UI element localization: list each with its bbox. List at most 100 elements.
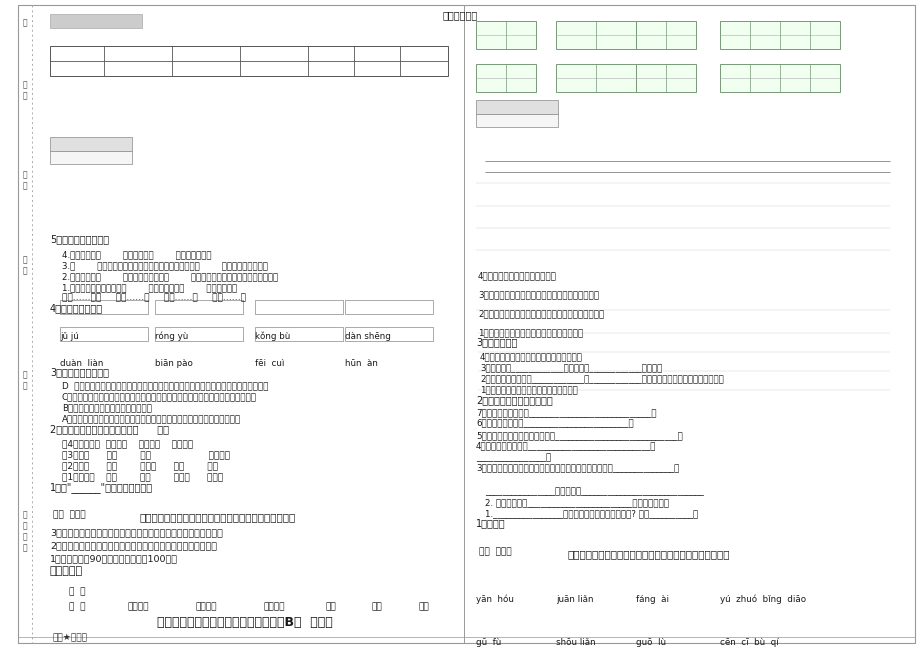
Text: 1.这位少年名叫大卫。他（        ）聪明机智，（        ）正直勇敢。: 1.这位少年名叫大卫。他（ ）聪明机智，（ ）正直勇敢。 xyxy=(62,283,237,292)
Text: shōu liǎn: shōu liǎn xyxy=(555,638,595,647)
Text: 7、粉骨碎身全不怕，____________________________。: 7、粉骨碎身全不怕，____________________________。 xyxy=(475,408,656,417)
Text: 不仅……而且     即使……也     虽然……但     要是……就: 不仅……而且 即使……也 虽然……但 要是……就 xyxy=(62,293,245,302)
Text: 2、请首先按要求在试卷的指定位置填写您的姓名、班级、学号。: 2、请首先按要求在试卷的指定位置填写您的姓名、班级、学号。 xyxy=(50,541,217,550)
Text: 3、读拼音，写词语。: 3、读拼音，写词语。 xyxy=(50,367,108,377)
Text: 赣南版六年级语文上学期能力测试试题B卷  附解析: 赣南版六年级语文上学期能力测试试题B卷 附解析 xyxy=(157,616,333,629)
Text: （3）虚伪      夺耀        勾当                    当机立断: （3）虚伪 夺耀 勾当 当机立断 xyxy=(62,450,230,459)
Text: 2.扫罗王说谁（        ）打败了歌利亚，（        ）免除他家的赋税，还要把公主嫁给他: 2.扫罗王说谁（ ）打败了歌利亚，（ ）免除他家的赋税，还要把公主嫁给他 xyxy=(62,272,278,281)
Text: （4）平易近人  和颜悦色    斩草除根    循循善诱: （4）平易近人 和颜悦色 斩草除根 循循善诱 xyxy=(62,439,193,448)
Text: yān  hóu: yān hóu xyxy=(475,595,514,604)
Bar xyxy=(555,21,635,49)
Text: 4、比喻人的清廉正直，你会想到的诗句是：: 4、比喻人的清廉正直，你会想到的诗句是： xyxy=(480,352,583,361)
Text: 3、看了电影《生死抉择》后，受到了深刻的教育。: 3、看了电影《生死抉择》后，受到了深刻的教育。 xyxy=(478,290,598,299)
Text: fáng  ài: fáng ài xyxy=(635,595,668,604)
Text: 5、看拼音，写词语。: 5、看拼音，写词语。 xyxy=(50,234,109,244)
Text: 1、请女士在马路上协助交警保持交通秩序。: 1、请女士在马路上协助交警保持交通秩序。 xyxy=(478,328,583,337)
Text: 姓
名: 姓 名 xyxy=(23,170,28,190)
Bar xyxy=(720,21,839,49)
Text: 知识基础: 知识基础 xyxy=(127,602,149,611)
Text: 总分: 总分 xyxy=(418,602,429,611)
Bar xyxy=(154,300,243,314)
Text: 3、横刀冷对____________，俯首甘为____________（自嘲）: 3、横刀冷对____________，俯首甘为____________（自嘲） xyxy=(480,363,662,372)
Text: 习作: 习作 xyxy=(371,602,382,611)
Text: 1.________________，弗若之矣，为是其智弗若与? 曰，__________。: 1.________________，弗若之矣，为是其智弗若与? 曰，_____… xyxy=(484,509,698,518)
Text: 4、关联词语填空。: 4、关联词语填空。 xyxy=(50,303,103,313)
Text: 题  号: 题 号 xyxy=(69,602,85,611)
Bar xyxy=(345,327,433,341)
Text: 3、修改病句。: 3、修改病句。 xyxy=(475,337,516,347)
Text: hūn  àn: hūn àn xyxy=(345,359,378,368)
Text: juān liǎn: juān liǎn xyxy=(555,595,593,604)
Text: 4.大卫说：我（        ）年纪小，（        ）我力气很大。: 4.大卫说：我（ ）年纪小，（ ）我力气很大。 xyxy=(62,250,211,259)
Text: biān pào: biān pào xyxy=(154,359,193,368)
Text: 2、指出下面没有语病的一句是（      ）。: 2、指出下面没有语病的一句是（ ）。 xyxy=(50,424,169,434)
Text: 2、我会按要求填写或填空。: 2、我会按要求填写或填空。 xyxy=(475,395,552,405)
Text: 3.（        ）扫罗王免除他家的赋税，将公主嫁给他，（        ）没有人敢去应战。: 3.（ ）扫罗王免除他家的赋税，将公主嫁给他，（ ）没有人敢去应战。 xyxy=(62,261,267,270)
Bar xyxy=(255,300,343,314)
Text: fēi  cuì: fēi cuì xyxy=(255,359,284,368)
Text: 得分  评卷人: 得分 评卷人 xyxy=(479,547,511,556)
Text: 得分  评卷人: 得分 评卷人 xyxy=(53,510,85,519)
Text: 3、请在试卷指定位置作答，在试卷密封线外作答无效，不予评分。: 3、请在试卷指定位置作答，在试卷密封线外作答无效，不予评分。 xyxy=(50,528,222,537)
Text: gū  fù: gū fù xyxy=(475,638,501,647)
Text: 绝密★启用前: 绝密★启用前 xyxy=(53,633,88,642)
Text: kǒng bù: kǒng bù xyxy=(255,332,289,341)
Text: 学
校: 学 校 xyxy=(23,370,28,390)
Bar xyxy=(720,64,839,92)
Text: 5、我希望有一天，地下的烈火，____________________________，: 5、我希望有一天，地下的烈火，_________________________… xyxy=(475,431,682,440)
Text: 二、积累与运用（共４小题，每题５分，本题共计２０分）: 二、积累与运用（共４小题，每题５分，本题共计２０分） xyxy=(567,549,730,559)
Text: ________________。: ________________。 xyxy=(475,453,550,462)
Text: 考试须知：: 考试须知： xyxy=(50,566,83,576)
Text: D  全国亿万学生阳光体育运动的正式启动，拉开了全国一项大型群众性的体育活动序幕: D 全国亿万学生阳光体育运动的正式启动，拉开了全国一项大型群众性的体育活动序幕 xyxy=(62,381,268,390)
Bar xyxy=(555,64,635,92)
Bar xyxy=(50,137,131,151)
Text: 2、气象小组的同学每天都记录收听当天的天气预报。: 2、气象小组的同学每天都记录收听当天的天气预报。 xyxy=(478,309,604,318)
Bar xyxy=(60,300,148,314)
Text: 1、用"______"标出不同类的词。: 1、用"______"标出不同类的词。 xyxy=(50,482,153,493)
Text: dàn shēng: dàn shēng xyxy=(345,332,391,341)
Text: 3、中国古时候有个文学家叫司马迁的说过：人固有一死，______________，: 3、中国古时候有个文学家叫司马迁的说过：人固有一死，______________… xyxy=(475,463,678,472)
Text: ________________；默默时，____________________________: ________________；默默时，___________________… xyxy=(484,487,703,496)
Bar xyxy=(345,300,433,314)
Text: cēn  cī  bù  qí: cēn cī bù qí xyxy=(720,638,777,647)
Text: 阅读: 阅读 xyxy=(325,602,336,611)
Bar xyxy=(475,64,536,92)
Text: 1、考试时间：90分钟。本卷满分为100分。: 1、考试时间：90分钟。本卷满分为100分。 xyxy=(50,554,177,563)
Text: 得  分: 得 分 xyxy=(69,587,85,596)
Text: duàn  liàn: duàn liàn xyxy=(60,359,103,368)
Bar xyxy=(60,327,148,341)
Text: （1）蒙古包    民居        竹楼        四点金      四合院: （1）蒙古包 民居 竹楼 四点金 四合院 xyxy=(62,472,223,481)
Text: B、突然，狂风和暴雨一齐倾泻下来。: B、突然，狂风和暴雨一齐倾泻下来。 xyxy=(62,403,152,412)
Text: 1、默写。: 1、默写。 xyxy=(475,518,505,528)
Bar xyxy=(50,151,131,164)
Text: yú  zhuó  bǐng  diāo: yú zhuó bǐng diāo xyxy=(720,595,805,604)
Text: 4、种树者必培其根，____________________________。: 4、种树者必培其根，____________________________。 xyxy=(475,441,656,450)
Text: róng yù: róng yù xyxy=(154,332,188,341)
Text: 图: 图 xyxy=(23,18,28,27)
Text: jǔ jú: jǔ jú xyxy=(60,332,79,341)
Text: C、能否贯彻落实科学发展观，是构建和谐社会、促进经济可持续发展的重要保证。: C、能否贯彻落实科学发展观，是构建和谐社会、促进经济可持续发展的重要保证。 xyxy=(62,392,256,401)
Text: 4、北京的秋天是个美丽的地方。: 4、北京的秋天是个美丽的地方。 xyxy=(478,271,556,280)
Bar xyxy=(50,46,448,76)
Text: 学
号: 学 号 xyxy=(23,80,28,100)
Text: guō  lù: guō lù xyxy=(635,638,665,647)
Text: A、为了防止类似事故不再发生，我们一定要加强管理，采取严密的防范措施: A、为了防止类似事故不再发生，我们一定要加强管理，采取严密的防范措施 xyxy=(62,414,241,423)
Text: （2）京剧      藏戏        黄梅戏      越剧        戏剧: （2）京剧 藏戏 黄梅戏 越剧 戏剧 xyxy=(62,461,218,470)
Text: 班
级: 班 级 xyxy=(23,255,28,275)
Bar xyxy=(154,327,243,341)
Text: 6、窗连戏蝴蝶时，________________________。: 6、窗连戏蝴蝶时，________________________。 xyxy=(475,418,633,427)
Text: 2、（一次劳工）是从____________和____________这两个方面叙述周总理一夜工作的。: 2、（一次劳工）是从____________和____________这两个方面… xyxy=(480,374,723,383)
Bar xyxy=(475,100,558,114)
Text: 积累运用: 积累运用 xyxy=(195,602,217,611)
Bar xyxy=(475,21,536,49)
Text: 乡
镇
街
道: 乡 镇 街 道 xyxy=(23,510,28,552)
Text: 口语交际: 口语交际 xyxy=(263,602,285,611)
Bar xyxy=(635,21,696,49)
Bar xyxy=(475,114,558,127)
Text: 1、写一句说明多实践才能出真知的格言：: 1、写一句说明多实践才能出真知的格言： xyxy=(480,385,577,394)
Text: 一、基础知识（共５小题，每题４分，本题共计２０分）: 一、基础知识（共５小题，每题４分，本题共计２０分） xyxy=(140,512,296,522)
Bar xyxy=(635,64,696,92)
Text: 第１页共４页: 第１页共４页 xyxy=(442,10,477,20)
Bar xyxy=(50,14,142,28)
Text: 2. 洗手的时候，________________________；吃饭的时候，: 2. 洗手的时候，________________________；吃饭的时候， xyxy=(484,498,668,507)
